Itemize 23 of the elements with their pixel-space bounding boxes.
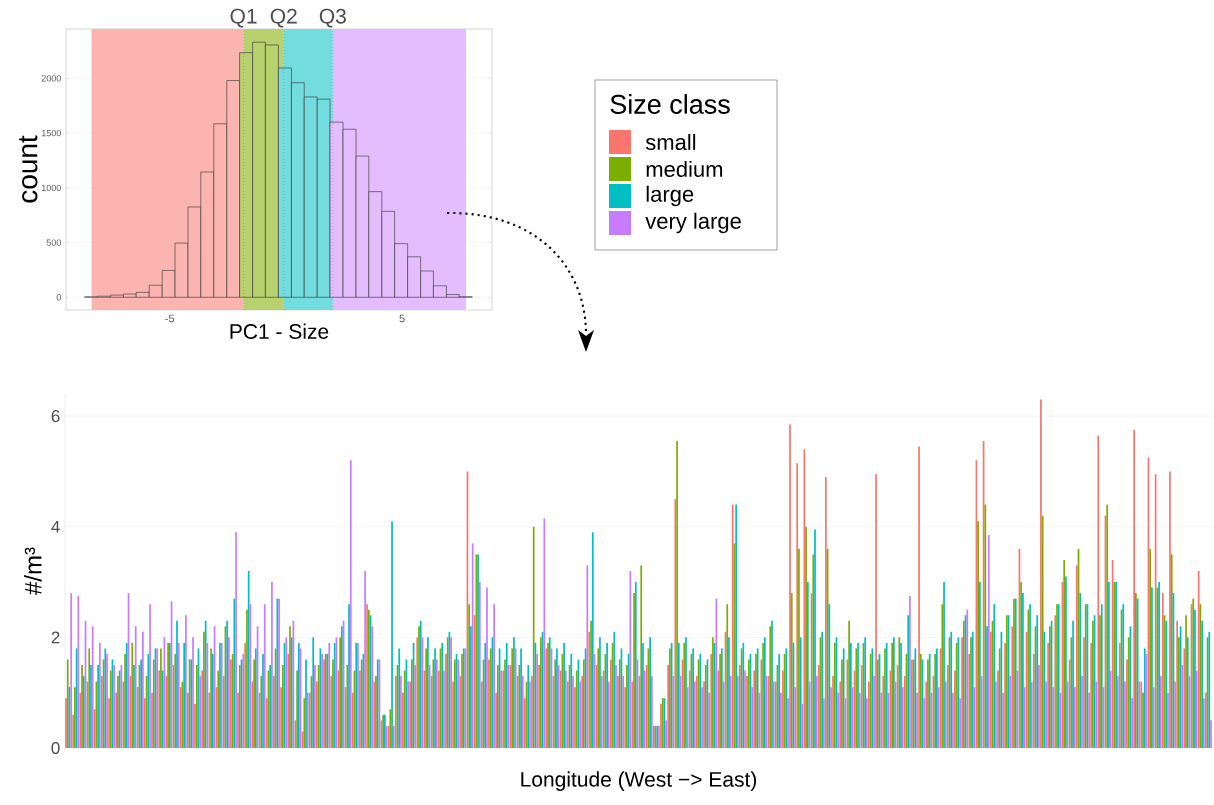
y-tick-label: 4 xyxy=(51,520,60,533)
ref-line-label: Q2 xyxy=(270,8,297,28)
y-tick-label: 2 xyxy=(51,631,60,644)
y-tick-label: 0 xyxy=(56,294,61,301)
y-tick-label: 2000 xyxy=(41,75,61,82)
y-axis-title: #/m³ xyxy=(24,547,42,595)
y-tick-label: 6 xyxy=(51,410,60,423)
y-tick-label: 500 xyxy=(46,239,61,246)
x-tick-label: -5 xyxy=(165,314,175,323)
legend-label: large xyxy=(646,185,694,207)
y-tick-label: 1500 xyxy=(41,129,61,137)
ref-line-label: Q3 xyxy=(319,8,346,28)
y-tick-label: 0 xyxy=(51,741,60,755)
ref-line-label: Q1 xyxy=(230,8,257,28)
legend-title: Size class xyxy=(610,94,730,114)
y-tick-label: 1000 xyxy=(41,184,61,191)
legend-label: very large xyxy=(645,212,741,234)
legend-label: small xyxy=(645,133,696,151)
legend-label: medium xyxy=(646,160,723,178)
x-axis-title: Longitude (West −> East) xyxy=(521,771,757,791)
y-axis-title: count xyxy=(19,135,38,203)
x-tick-label: 5 xyxy=(399,314,405,323)
x-axis-title: PC1 - Size xyxy=(230,323,329,339)
